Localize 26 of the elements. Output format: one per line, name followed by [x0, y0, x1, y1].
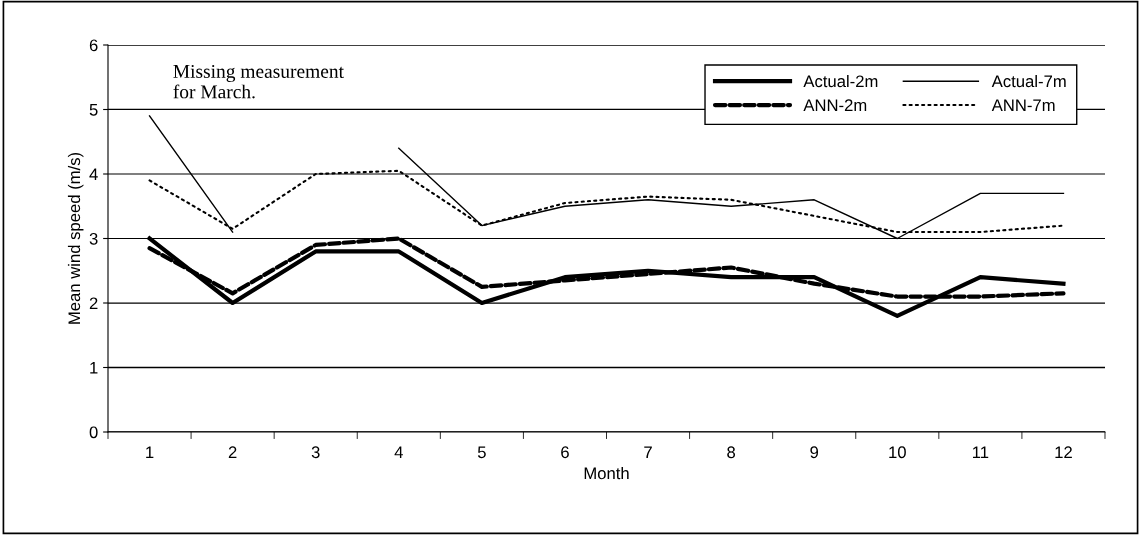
annotation: Missing measurement for March.: [173, 64, 344, 99]
legend-label: ANN-7m: [991, 99, 1055, 111]
legend-label: ANN-2m: [803, 99, 867, 111]
x-tick-label: 11: [972, 446, 989, 458]
y-axis-title: Mean wind speed (m/s): [67, 152, 84, 324]
x-axis-title: Month: [584, 466, 629, 480]
y-tick-label: 2: [89, 297, 98, 310]
x-tick-label: 3: [311, 446, 320, 459]
y-tick-label: 1: [90, 362, 98, 374]
legend-label: Actual-2m: [803, 74, 878, 88]
x-tick-label: 7: [644, 446, 652, 458]
x-tick-label: 6: [561, 446, 569, 459]
x-tick-label: 10: [889, 446, 906, 459]
x-tick-label: 5: [477, 446, 486, 459]
x-tick-label: 4: [394, 446, 403, 458]
y-tick-label: 6: [89, 39, 98, 52]
y-tick-label: 0: [89, 426, 98, 439]
y-tick-label: 4: [89, 168, 98, 181]
x-tick-label: 12: [1055, 446, 1072, 458]
x-tick-label: 9: [810, 446, 819, 459]
y-tick-label: 3: [89, 232, 98, 245]
x-tick-label: 2: [228, 446, 237, 458]
x-tick-label: 1: [146, 446, 154, 458]
y-tick-label: 5: [89, 104, 98, 116]
x-tick-label: 8: [727, 446, 736, 459]
legend-label: Actual-7m: [991, 74, 1066, 88]
